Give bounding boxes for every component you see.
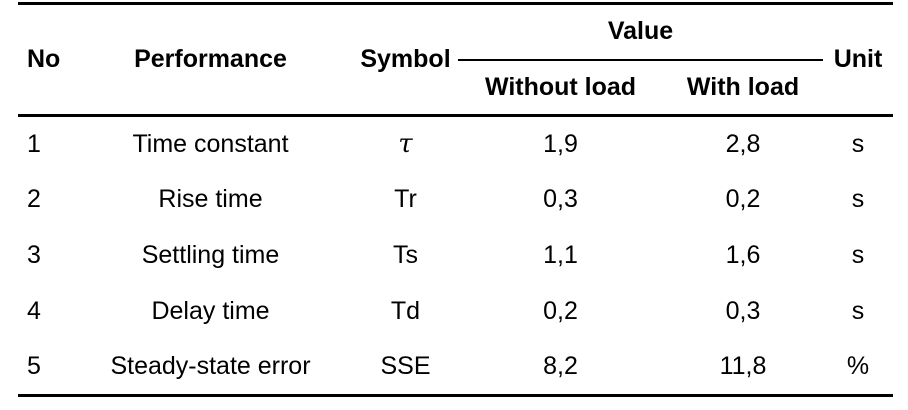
table-row: 3 Settling time Ts 1,1 1,6 s: [18, 228, 893, 284]
cell-symbol: Td: [390, 297, 421, 325]
table-body: 1 Time constant τ 1,9 2,8 s 2 Rise time …: [18, 116, 894, 397]
cell-unit: s: [851, 297, 865, 325]
cell-no: 1: [27, 129, 41, 158]
cell-performance: Time constant: [132, 129, 289, 158]
cell-without-load: 1,9: [543, 129, 578, 158]
header-value-group: Value: [458, 2, 824, 61]
cell-no: 3: [27, 241, 41, 269]
cell-symbol: Tr: [394, 185, 417, 213]
cell-unit: s: [851, 185, 865, 213]
cell-no: 2: [27, 185, 41, 213]
cell-symbol: τ: [398, 129, 413, 160]
header-row-sub: Without load With load: [18, 59, 893, 117]
cell-unit: %: [823, 339, 894, 397]
header-without-load: Without load: [458, 59, 663, 117]
cell-with-load: 0,3: [725, 297, 761, 325]
table-header: No Performance Symbol Value Unit Without…: [18, 2, 894, 117]
header-row-top: No Performance Symbol Value Unit: [18, 2, 894, 117]
header-symbol: Symbol: [353, 2, 458, 117]
cell-without-load: 0,3: [543, 185, 578, 213]
cell-without-load: 0,2: [543, 297, 578, 325]
header-no: No: [18, 2, 68, 117]
cell-unit: s: [851, 129, 865, 158]
cell-performance: Steady-state error: [68, 339, 353, 397]
performance-table: No Performance Symbol Value Unit Without…: [18, 2, 894, 397]
cell-with-load: 0,2: [725, 185, 761, 213]
cell-symbol: SSE: [353, 339, 458, 397]
table-row: 4 Delay time Td 0,2 0,3 s: [18, 284, 893, 340]
cell-symbol: Ts: [393, 241, 418, 269]
cell-performance: Rise time: [158, 185, 263, 213]
table-row: 1 Time constant τ 1,9 2,8 s: [18, 116, 893, 172]
cell-without-load: 8,2: [458, 339, 663, 397]
cell-with-load: 11,8: [663, 339, 824, 397]
cell-unit: s: [851, 241, 865, 269]
cell-no: 5: [18, 339, 68, 397]
header-with-load: With load: [663, 59, 824, 117]
cell-with-load: 1,6: [725, 241, 761, 269]
header-unit: Unit: [823, 2, 894, 117]
cell-performance: Settling time: [141, 241, 280, 269]
table-row: 2 Rise time Tr 0,3 0,2 s: [18, 172, 893, 228]
cell-without-load: 1,1: [543, 241, 578, 269]
cell-with-load: 2,8: [725, 129, 761, 158]
cell-performance: Delay time: [151, 297, 270, 325]
table-row: 5 Steady-state error SSE 8,2 11,8 %: [18, 339, 894, 397]
cell-no: 4: [27, 297, 41, 325]
header-performance: Performance: [68, 2, 353, 117]
